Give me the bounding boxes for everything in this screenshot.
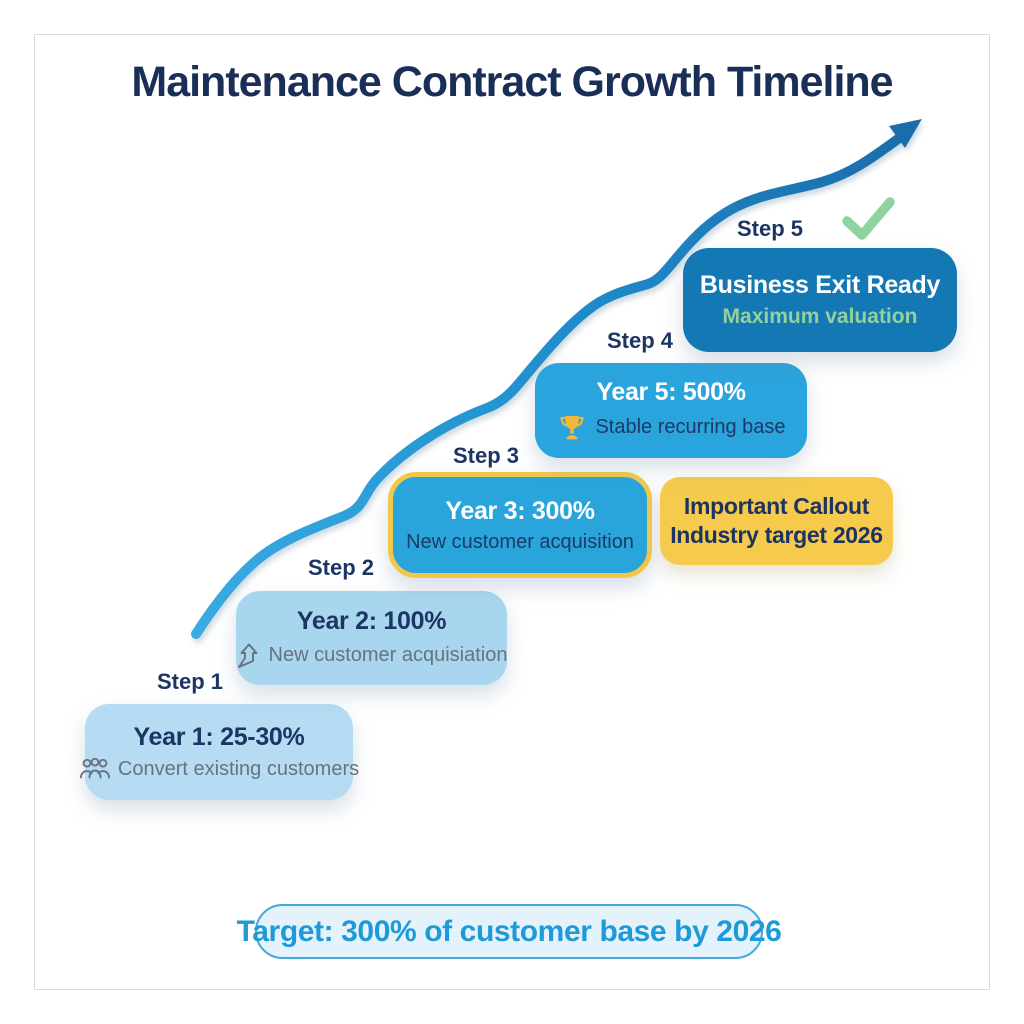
callout-line1: Important Callout [683,493,870,519]
page-frame [34,34,990,990]
step-4-label: Step 4 [606,328,674,353]
step-2-card-title: Year 2: 100% [296,606,447,635]
step-5-card-title: Business Exit Ready [699,271,941,299]
target-banner: Target: 300% of customer base by 2026 [237,904,782,959]
step-3-label: Step 3 [452,443,520,468]
step-1-card: Year 1: 25-30% Convert existing customer… [79,704,359,800]
check-icon [842,197,895,240]
trophy-icon [560,415,585,439]
step-3-card-subtitle: New customer acquisition [406,530,634,553]
arrowhead-icon [889,119,922,148]
callout-line2: Industry target 2026 [670,522,883,548]
step-3-card-title: Year 3: 300% [445,496,595,525]
step-1-card-subtitle: Convert existing customers [117,757,360,780]
step-5-label: Step 5 [736,216,804,241]
step-5-card-subtitle: Maximum valuation [722,305,918,328]
step-2-card: Year 2: 100% New customer acquisiation [236,591,508,685]
step-4-card: Year 5: 500% Stable recurring base [535,363,807,458]
step-1-card-title: Year 1: 25-30% [133,722,305,751]
step-5-card: Business Exit Ready Maximum valuation [683,248,957,352]
step-1-label: Step 1 [156,669,224,694]
step-4-card-title: Year 5: 500% [596,377,746,406]
level-up-icon [237,643,257,668]
target-banner-text: Target: 300% of customer base by 2026 [236,914,782,948]
step-2-label: Step 2 [307,555,375,580]
growth-curve [191,134,903,639]
page-title: Maintenance Contract Growth Timeline [131,58,893,106]
people-icon [79,757,110,778]
step-3-card: Year 3: 300% New customer acquisition [388,472,652,578]
step-2-card-subtitle: New customer acquisiation [268,643,508,666]
step-4-card-subtitle: Stable recurring base [595,416,786,438]
callout-card: Important Callout Industry target 2026 [660,477,893,565]
